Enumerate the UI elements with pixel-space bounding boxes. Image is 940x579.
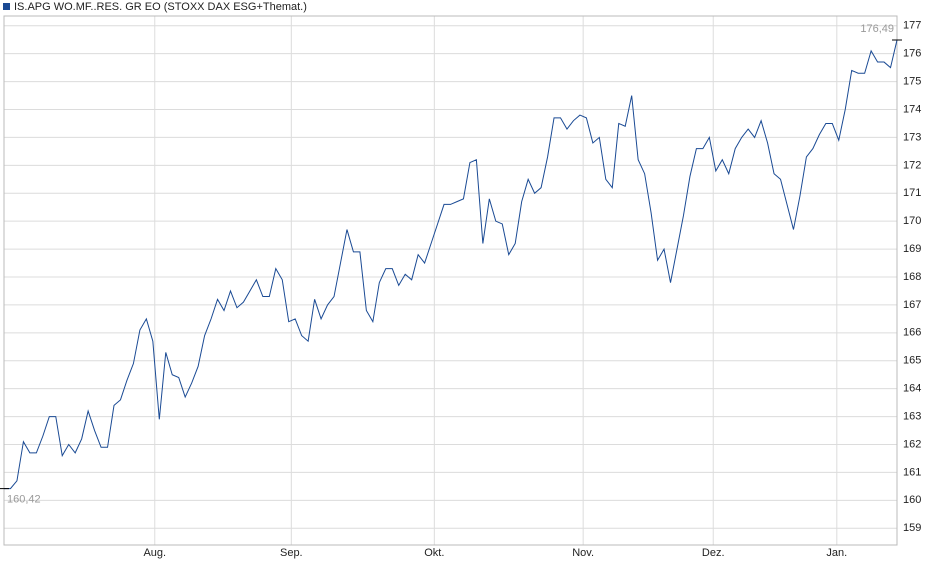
y-tick-label: 167 xyxy=(903,299,921,311)
y-tick-label: 173 xyxy=(903,131,921,143)
y-tick-label: 166 xyxy=(903,327,921,339)
y-tick-label: 172 xyxy=(903,159,921,171)
y-tick-label: 177 xyxy=(903,20,921,32)
y-tick-label: 169 xyxy=(903,243,921,255)
y-tick-label: 168 xyxy=(903,271,921,283)
x-tick-label: Jan. xyxy=(826,547,847,559)
x-tick-label: Okt. xyxy=(424,547,444,559)
y-tick-label: 163 xyxy=(903,410,921,422)
plot-frame xyxy=(3,15,898,546)
annotation-label: 160,42 xyxy=(7,494,41,506)
y-tick-label: 170 xyxy=(903,215,921,227)
x-tick-label: Dez. xyxy=(702,547,725,559)
y-tick-label: 159 xyxy=(903,522,921,534)
x-tick-label: Sep. xyxy=(280,547,303,559)
annotation-label: 176,49 xyxy=(860,23,894,35)
y-tick-label: 174 xyxy=(903,103,921,115)
legend-swatch xyxy=(3,3,10,10)
line-series xyxy=(4,39,898,490)
y-tick-label: 162 xyxy=(903,438,921,450)
y-tick-label: 161 xyxy=(903,466,921,478)
y-tick-label: 160 xyxy=(903,494,921,506)
x-tick-label: Aug. xyxy=(143,547,166,559)
y-tick-label: 164 xyxy=(903,383,921,395)
y-tick-label: 171 xyxy=(903,187,921,199)
legend-label: IS.APG WO.MF..RES. GR EO (STOXX DAX ESG+… xyxy=(14,1,307,13)
x-tick-label: Nov. xyxy=(572,547,594,559)
y-tick-label: 175 xyxy=(903,76,921,88)
y-tick-label: 176 xyxy=(903,48,921,60)
y-tick-label: 165 xyxy=(903,355,921,367)
